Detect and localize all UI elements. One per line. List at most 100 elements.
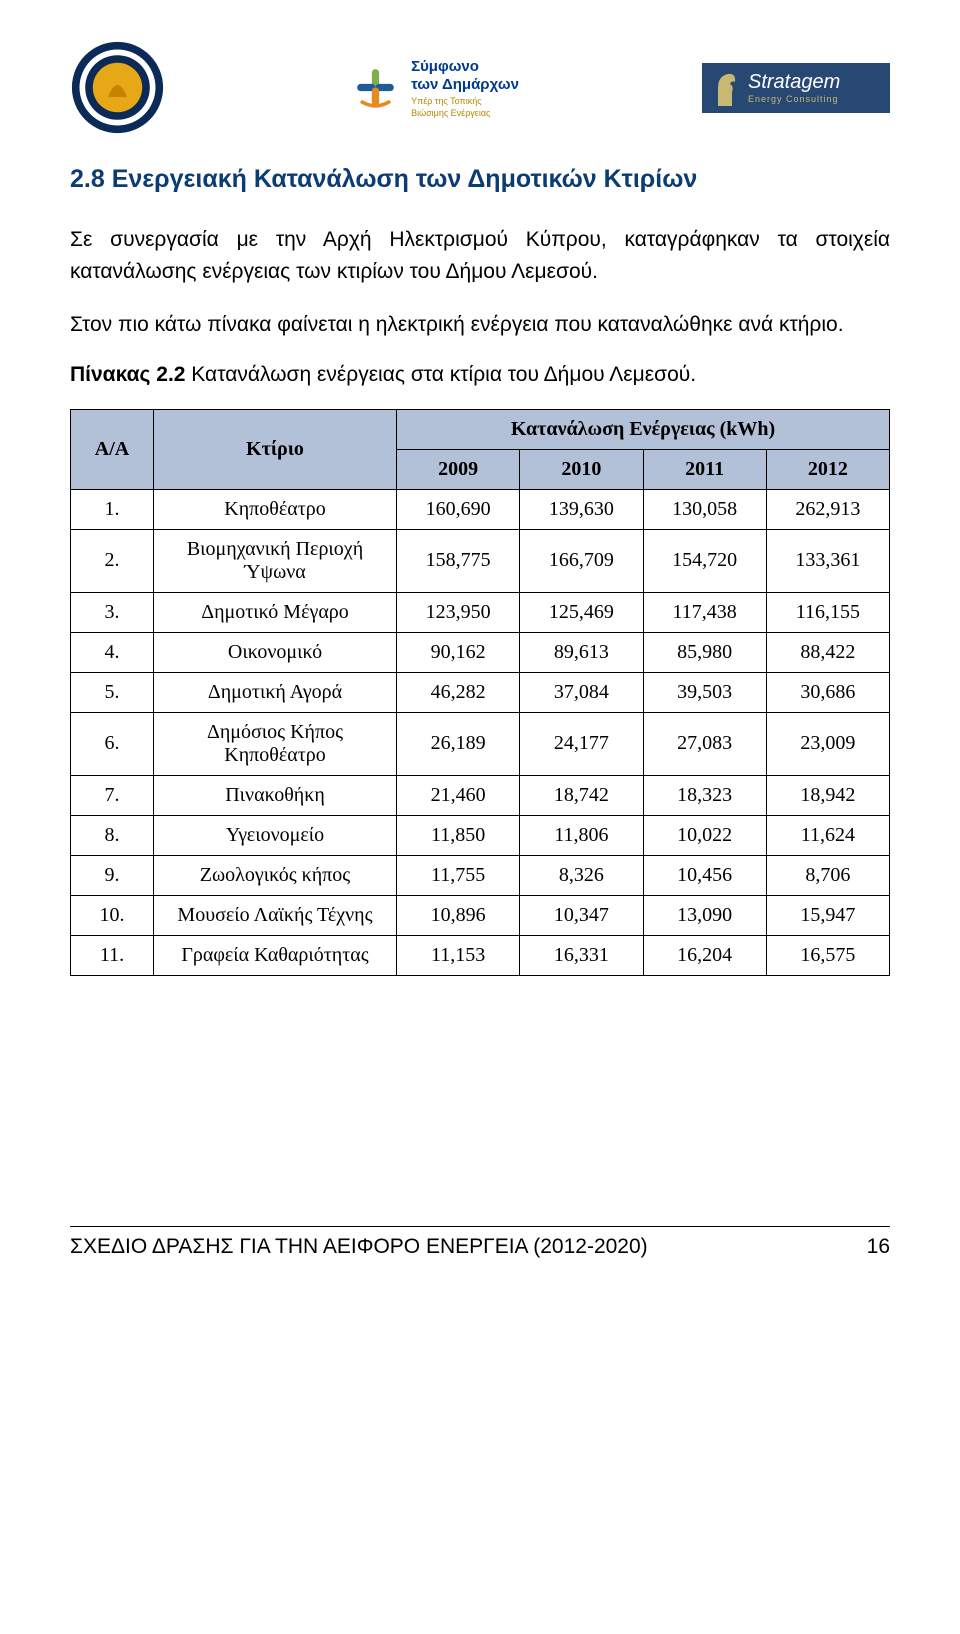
row-value: 154,720 <box>643 529 766 592</box>
footer-page-number: 16 <box>867 1235 890 1259</box>
row-building-name: Δημοτική Αγορά <box>154 672 397 712</box>
row-building-name: Βιομηχανική Περιοχή Ύψωνα <box>154 529 397 592</box>
row-value: 133,361 <box>766 529 889 592</box>
covenant-icon <box>348 60 403 115</box>
row-number: 10. <box>71 895 154 935</box>
row-building-name: Κηποθέατρο <box>154 489 397 529</box>
covenant-line2: των Δημάρχων <box>411 76 519 94</box>
row-value: 11,755 <box>397 855 520 895</box>
row-value: 18,942 <box>766 775 889 815</box>
col-year-2: 2011 <box>643 449 766 489</box>
row-value: 16,575 <box>766 935 889 975</box>
row-building-name: Πινακοθήκη <box>154 775 397 815</box>
row-number: 8. <box>71 815 154 855</box>
stratagem-title: Stratagem <box>748 71 840 93</box>
col-group: Κατανάλωση Ενέργειας (kWh) <box>397 409 890 449</box>
col-year-0: 2009 <box>397 449 520 489</box>
covenant-sub2: Βιώσιμης Ενέργειας <box>411 108 519 118</box>
row-building-name: Γραφεία Καθαριότητας <box>154 935 397 975</box>
row-value: 116,155 <box>766 592 889 632</box>
row-value: 125,469 <box>520 592 643 632</box>
page-footer: ΣΧΕΔΙΟ ΔΡΑΣΗΣ ΓΙΑ ΤΗΝ ΑΕΙΦΟΡΟ ΕΝΕΡΓΕΙΑ (… <box>70 1226 890 1259</box>
knight-icon <box>710 68 740 108</box>
row-value: 158,775 <box>397 529 520 592</box>
row-value: 11,153 <box>397 935 520 975</box>
row-value: 16,331 <box>520 935 643 975</box>
document-page: Σύμφωνο των Δημάρχων Υπέρ της Τοπικής Βι… <box>0 0 960 1634</box>
row-value: 39,503 <box>643 672 766 712</box>
paragraph-2: Στον πιο κάτω πίνακα φαίνεται η ηλεκτρικ… <box>70 309 890 341</box>
paragraph-1: Σε συνεργασία με την Αρχή Ηλεκτρισμού Κύ… <box>70 224 890 287</box>
section-heading: 2.8 Ενεργειακή Κατανάλωση των Δημοτικών … <box>70 165 890 194</box>
col-year-1: 2010 <box>520 449 643 489</box>
covenant-logo: Σύμφωνο των Δημάρχων Υπέρ της Τοπικής Βι… <box>348 58 519 118</box>
row-value: 10,896 <box>397 895 520 935</box>
row-value: 27,083 <box>643 712 766 775</box>
row-value: 21,460 <box>397 775 520 815</box>
row-number: 11. <box>71 935 154 975</box>
row-value: 37,084 <box>520 672 643 712</box>
table-row: 7.Πινακοθήκη21,46018,74218,32318,942 <box>71 775 890 815</box>
table-header-row-1: Α/Α Κτίριο Κατανάλωση Ενέργειας (kWh) <box>71 409 890 449</box>
row-value: 139,630 <box>520 489 643 529</box>
row-value: 8,706 <box>766 855 889 895</box>
row-value: 13,090 <box>643 895 766 935</box>
footer-text: ΣΧΕΔΙΟ ΔΡΑΣΗΣ ΓΙΑ ΤΗΝ ΑΕΙΦΟΡΟ ΕΝΕΡΓΕΙΑ (… <box>70 1235 648 1259</box>
row-number: 5. <box>71 672 154 712</box>
row-value: 24,177 <box>520 712 643 775</box>
row-value: 10,347 <box>520 895 643 935</box>
row-value: 123,950 <box>397 592 520 632</box>
municipal-seal-logo <box>70 40 165 135</box>
row-value: 26,189 <box>397 712 520 775</box>
covenant-sub1: Υπέρ της Τοπικής <box>411 96 519 106</box>
table-row: 5.Δημοτική Αγορά46,28237,08439,50330,686 <box>71 672 890 712</box>
table-row: 3.Δημοτικό Μέγαρο123,950125,469117,43811… <box>71 592 890 632</box>
table-row: 11.Γραφεία Καθαριότητας11,15316,33116,20… <box>71 935 890 975</box>
row-value: 166,709 <box>520 529 643 592</box>
row-number: 6. <box>71 712 154 775</box>
row-value: 11,624 <box>766 815 889 855</box>
row-value: 23,009 <box>766 712 889 775</box>
stratagem-sub: Energy Consulting <box>748 94 840 104</box>
row-value: 130,058 <box>643 489 766 529</box>
row-value: 89,613 <box>520 632 643 672</box>
table-row: 6.Δημόσιος Κήπος Κηποθέατρο26,18924,1772… <box>71 712 890 775</box>
row-building-name: Οικονομικό <box>154 632 397 672</box>
table-row: 2.Βιομηχανική Περιοχή Ύψωνα158,775166,70… <box>71 529 890 592</box>
row-number: 3. <box>71 592 154 632</box>
stratagem-logo: Stratagem Energy Consulting <box>702 63 890 113</box>
table-row: 1.Κηποθέατρο160,690139,630130,058262,913 <box>71 489 890 529</box>
row-value: 11,850 <box>397 815 520 855</box>
row-value: 30,686 <box>766 672 889 712</box>
row-value: 15,947 <box>766 895 889 935</box>
row-value: 85,980 <box>643 632 766 672</box>
row-building-name: Ζωολογικός κήπος <box>154 855 397 895</box>
row-value: 88,422 <box>766 632 889 672</box>
row-number: 2. <box>71 529 154 592</box>
energy-consumption-table: Α/Α Κτίριο Κατανάλωση Ενέργειας (kWh) 20… <box>70 409 890 976</box>
row-value: 18,323 <box>643 775 766 815</box>
row-building-name: Μουσείο Λαϊκής Τέχνης <box>154 895 397 935</box>
row-number: 7. <box>71 775 154 815</box>
row-number: 4. <box>71 632 154 672</box>
row-value: 117,438 <box>643 592 766 632</box>
table-row: 4.Οικονομικό90,16289,61385,98088,422 <box>71 632 890 672</box>
row-building-name: Δημόσιος Κήπος Κηποθέατρο <box>154 712 397 775</box>
col-aa: Α/Α <box>71 409 154 489</box>
row-value: 10,022 <box>643 815 766 855</box>
table-row: 8.Υγειονομείο11,85011,80610,02211,624 <box>71 815 890 855</box>
row-number: 9. <box>71 855 154 895</box>
page-header: Σύμφωνο των Δημάρχων Υπέρ της Τοπικής Βι… <box>70 40 890 135</box>
table-caption: Πίνακας 2.2 Κατανάλωση ενέργειας στα κτί… <box>70 363 890 387</box>
row-number: 1. <box>71 489 154 529</box>
row-value: 90,162 <box>397 632 520 672</box>
row-value: 8,326 <box>520 855 643 895</box>
row-value: 11,806 <box>520 815 643 855</box>
caption-text: Κατανάλωση ενέργειας στα κτίρια του Δήμο… <box>185 363 696 386</box>
row-building-name: Υγειονομείο <box>154 815 397 855</box>
row-value: 16,204 <box>643 935 766 975</box>
row-value: 262,913 <box>766 489 889 529</box>
row-building-name: Δημοτικό Μέγαρο <box>154 592 397 632</box>
col-building: Κτίριο <box>154 409 397 489</box>
row-value: 46,282 <box>397 672 520 712</box>
